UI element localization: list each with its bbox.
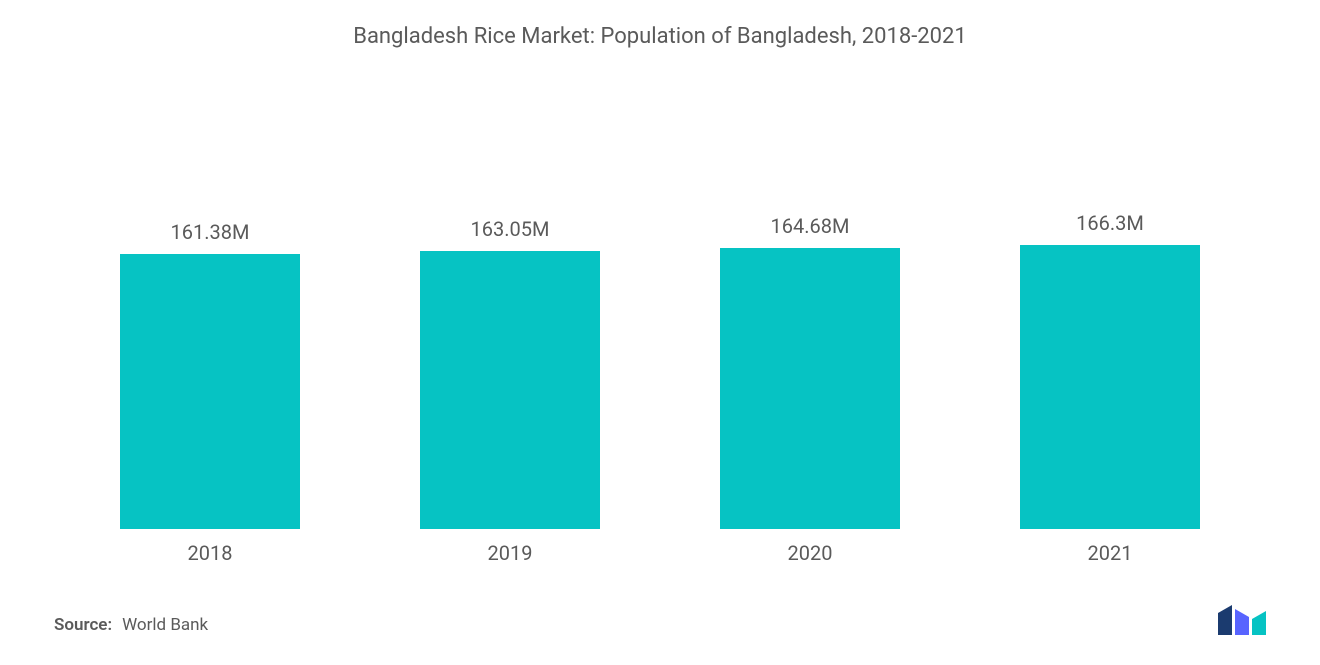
bar-value-label: 161.38M: [171, 220, 250, 244]
chart-title: Bangladesh Rice Market: Population of Ba…: [50, 24, 1270, 49]
bar: [720, 248, 900, 529]
bar: [1020, 245, 1200, 529]
bar-value-label: 163.05M: [471, 217, 550, 241]
source-text: World Bank: [122, 615, 208, 635]
x-axis-label: 2020: [660, 541, 960, 565]
bar: [120, 254, 300, 529]
plot-area: 161.38M 163.05M 164.68M 166.3M: [50, 59, 1270, 529]
source-line: Source: World Bank: [54, 615, 208, 635]
bar-value-label: 166.3M: [1076, 211, 1144, 235]
x-axis-labels: 2018201920202021: [50, 529, 1270, 565]
source-label: Source:: [54, 615, 112, 635]
bar-value-label: 164.68M: [771, 214, 850, 238]
x-axis-label: 2019: [360, 541, 660, 565]
bar-group: 166.3M: [960, 211, 1260, 529]
bar-group: 163.05M: [360, 217, 660, 529]
x-axis-label: 2021: [960, 541, 1260, 565]
x-axis-label: 2018: [60, 541, 360, 565]
bar: [420, 251, 600, 529]
brand-logo-icon: [1218, 605, 1266, 635]
bar-group: 164.68M: [660, 214, 960, 529]
chart-container: Bangladesh Rice Market: Population of Ba…: [0, 0, 1320, 665]
bar-group: 161.38M: [60, 220, 360, 529]
chart-footer: Source: World Bank: [50, 605, 1270, 635]
